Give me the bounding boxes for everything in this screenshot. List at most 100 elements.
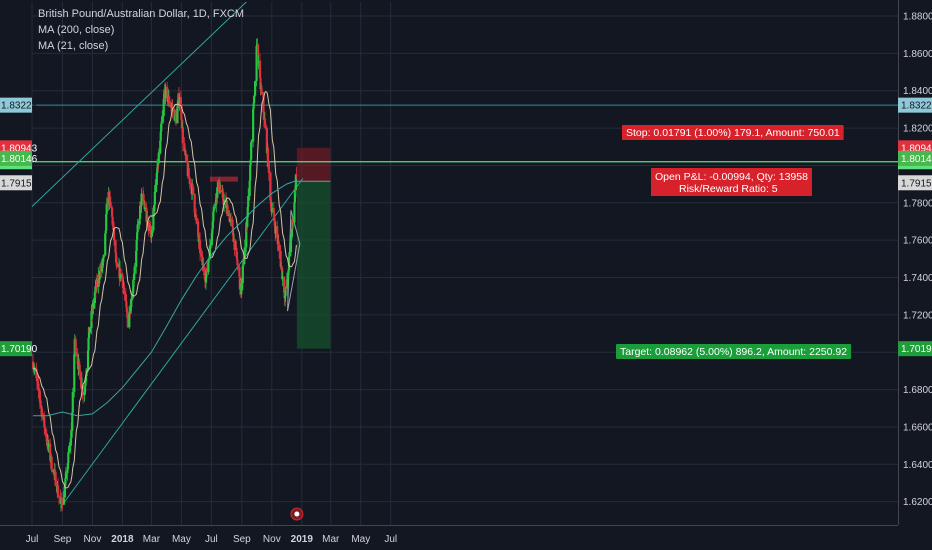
candle[interactable] [294,173,297,197]
candle[interactable] [281,270,284,287]
candle[interactable] [291,217,295,230]
tag-1-83228[interactable]: 1.83228 [898,97,932,113]
candle[interactable] [212,210,215,226]
candle[interactable] [210,231,213,249]
left-tag-1-83228[interactable]: 1.83228 [0,97,38,113]
candle[interactable] [216,181,219,203]
candle[interactable] [73,353,76,398]
time-axis[interactable]: Jul Sep Nov 2018 Mar May Jul Sep Nov 2019 Mar May Ju… [0,525,932,550]
candle[interactable] [260,85,264,95]
candle[interactable] [95,273,98,293]
candle[interactable] [104,233,107,257]
channel-upper-line[interactable] [32,0,251,207]
candle[interactable] [219,184,222,193]
candle[interactable] [263,111,267,124]
candle[interactable] [140,188,143,213]
candle[interactable] [125,299,128,308]
candle[interactable] [121,272,124,279]
candle[interactable] [241,265,244,291]
candle[interactable] [240,278,243,298]
candle[interactable] [147,220,150,237]
candle[interactable] [212,204,215,216]
candle[interactable] [179,90,183,105]
candle[interactable] [119,273,123,282]
candle[interactable] [126,317,129,328]
candle[interactable] [109,201,112,208]
candle[interactable] [112,221,116,246]
channel-lower-line[interactable] [60,178,304,508]
candle[interactable] [143,199,146,212]
candle[interactable] [271,202,274,213]
candle[interactable] [274,222,277,239]
candle[interactable] [174,108,178,127]
candle[interactable] [291,214,294,237]
stop-label[interactable]: Stop: 0.01791 (1.00%) 179.1, Amount: 750… [622,125,844,140]
price-axis[interactable]: 1.620001.640001.660001.680001.700001.720… [898,0,932,550]
candle[interactable] [246,203,249,226]
candle[interactable] [195,208,198,225]
left-tag-target[interactable]: 1.70190 [0,341,38,357]
candle[interactable] [164,84,167,105]
candle[interactable] [277,233,280,246]
candle[interactable] [105,212,108,233]
ma21-line[interactable] [32,91,297,489]
candle[interactable] [187,164,190,178]
candle[interactable] [205,262,209,274]
candle[interactable] [57,487,60,497]
tag-1-79152[interactable]: 1.79152 [898,175,932,191]
candle[interactable] [98,264,101,284]
candle[interactable] [54,469,57,487]
candle[interactable] [255,38,258,87]
candle[interactable] [37,375,40,399]
candle[interactable] [75,346,78,357]
candle[interactable] [267,159,270,181]
candle[interactable] [226,200,229,217]
candle[interactable] [71,387,74,414]
candle[interactable] [105,197,108,216]
candle[interactable] [150,235,153,243]
candle[interactable] [78,358,81,380]
candle[interactable] [286,271,289,297]
candle[interactable] [236,259,240,272]
plot-area[interactable] [32,0,898,512]
candle[interactable] [243,239,246,259]
candle[interactable] [279,244,282,270]
candle[interactable] [264,120,267,130]
candle[interactable] [88,327,92,335]
candle[interactable] [272,201,275,214]
candle[interactable] [178,92,181,111]
candle[interactable] [209,240,212,251]
candle[interactable] [250,139,253,161]
candle[interactable] [86,349,90,373]
candle[interactable] [260,82,263,94]
candle[interactable] [192,187,195,195]
candle[interactable] [252,102,255,148]
candle[interactable] [92,298,95,315]
candle[interactable] [229,212,233,226]
candle[interactable] [128,310,131,329]
candle[interactable] [68,442,71,454]
candle[interactable] [71,407,74,438]
ma21-legend[interactable]: MA (21, close) [38,40,109,52]
candle[interactable] [102,254,105,261]
candle[interactable] [253,94,256,107]
candle[interactable] [64,466,68,483]
candle[interactable] [250,139,253,143]
candle[interactable] [115,255,118,270]
candle[interactable] [207,260,210,275]
candle[interactable] [106,198,109,205]
candle[interactable] [123,282,126,301]
target-label[interactable]: Target: 0.08962 (5.00%) 896.2, Amount: 2… [616,344,852,359]
candle[interactable] [188,177,191,190]
candle[interactable] [143,201,147,212]
candle[interactable] [270,197,273,216]
candle[interactable] [44,424,47,438]
candle[interactable] [130,291,133,314]
candle[interactable] [154,179,157,194]
ma200-legend[interactable]: MA (200, close) [38,24,115,36]
left-tag-1-80146[interactable]: 1.80146 [0,150,38,166]
stop-zone[interactable] [296,147,331,182]
candle[interactable] [133,262,136,276]
